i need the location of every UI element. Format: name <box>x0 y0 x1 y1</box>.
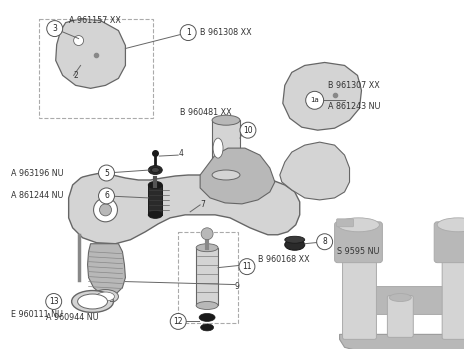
Text: 10: 10 <box>243 126 253 135</box>
FancyBboxPatch shape <box>434 222 465 262</box>
Ellipse shape <box>72 290 113 313</box>
Ellipse shape <box>148 181 162 188</box>
Text: 1: 1 <box>186 28 191 37</box>
Ellipse shape <box>338 218 379 232</box>
Text: 5: 5 <box>104 168 109 177</box>
Text: 6: 6 <box>104 191 109 201</box>
Polygon shape <box>69 173 300 244</box>
Bar <box>39 19 153 118</box>
Text: B 961307 XX: B 961307 XX <box>328 81 379 90</box>
Text: S 9595 NU: S 9595 NU <box>337 247 379 256</box>
Ellipse shape <box>148 211 162 218</box>
Text: E 960111 NU: E 960111 NU <box>11 310 63 319</box>
Text: 12: 12 <box>173 317 183 326</box>
Text: 7: 7 <box>200 201 205 209</box>
Ellipse shape <box>285 239 305 250</box>
Circle shape <box>93 198 118 222</box>
Text: A 963196 NU: A 963196 NU <box>11 168 64 177</box>
Ellipse shape <box>196 244 218 252</box>
Circle shape <box>47 21 63 36</box>
Polygon shape <box>280 142 350 200</box>
Circle shape <box>201 228 213 240</box>
FancyBboxPatch shape <box>387 295 413 337</box>
Ellipse shape <box>148 166 162 175</box>
Ellipse shape <box>199 314 215 321</box>
Text: B 960481 XX: B 960481 XX <box>180 108 232 117</box>
FancyBboxPatch shape <box>349 287 465 314</box>
Text: 2: 2 <box>73 71 79 80</box>
Ellipse shape <box>213 138 223 158</box>
FancyBboxPatch shape <box>337 219 353 227</box>
Ellipse shape <box>78 294 107 309</box>
Bar <box>196 248 218 306</box>
Circle shape <box>73 36 84 46</box>
Text: A 861244 NU: A 861244 NU <box>11 191 63 201</box>
Text: B 960168 XX: B 960168 XX <box>258 255 310 264</box>
Bar <box>178 232 238 323</box>
Circle shape <box>317 234 332 250</box>
FancyBboxPatch shape <box>442 253 465 340</box>
Text: 3: 3 <box>52 24 57 33</box>
Text: 11: 11 <box>242 262 252 271</box>
Circle shape <box>306 91 324 109</box>
Text: A 961157 XX: A 961157 XX <box>69 16 120 25</box>
Polygon shape <box>339 334 465 350</box>
Ellipse shape <box>389 294 411 301</box>
Ellipse shape <box>93 289 119 303</box>
Text: 8: 8 <box>322 237 327 246</box>
Polygon shape <box>283 62 361 130</box>
Circle shape <box>99 188 114 204</box>
Bar <box>148 185 162 215</box>
Circle shape <box>180 25 196 41</box>
Ellipse shape <box>212 115 240 125</box>
Polygon shape <box>200 148 275 204</box>
Ellipse shape <box>212 170 240 180</box>
Text: 13: 13 <box>49 297 59 306</box>
Text: A 861243 NU: A 861243 NU <box>328 102 380 111</box>
Ellipse shape <box>97 292 114 301</box>
FancyBboxPatch shape <box>343 253 377 340</box>
Circle shape <box>100 204 112 216</box>
Polygon shape <box>87 244 126 295</box>
Circle shape <box>170 314 186 329</box>
Ellipse shape <box>200 324 213 331</box>
Text: 1a: 1a <box>310 97 319 103</box>
Circle shape <box>99 165 114 181</box>
Circle shape <box>240 122 256 138</box>
Ellipse shape <box>285 236 305 243</box>
Ellipse shape <box>196 301 218 309</box>
Circle shape <box>239 259 255 275</box>
FancyBboxPatch shape <box>335 222 382 262</box>
Polygon shape <box>56 19 126 88</box>
Ellipse shape <box>151 168 159 173</box>
Text: B 961308 XX: B 961308 XX <box>200 28 252 37</box>
Text: 9: 9 <box>235 282 240 291</box>
Circle shape <box>46 294 62 309</box>
Text: A 960944 NU: A 960944 NU <box>46 313 99 322</box>
Bar <box>212 120 240 175</box>
Ellipse shape <box>437 218 465 232</box>
Text: 4: 4 <box>178 149 183 158</box>
